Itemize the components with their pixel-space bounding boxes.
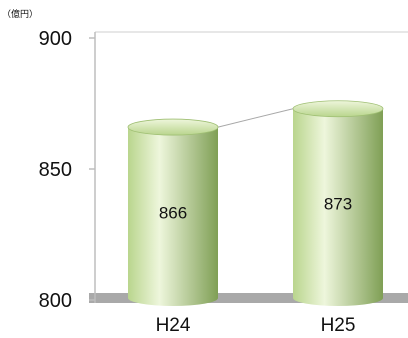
y-tick-label: 850 xyxy=(39,159,72,181)
category-label: H25 xyxy=(321,315,356,336)
bar-top xyxy=(292,100,384,118)
bar-body xyxy=(128,127,218,306)
unit-label: （億円） xyxy=(2,8,38,20)
bars xyxy=(127,100,384,307)
bar-top xyxy=(127,118,219,136)
value-label: 866 xyxy=(159,204,187,223)
floor xyxy=(89,293,408,303)
category-labels: H24 H25 xyxy=(156,315,356,336)
bar-H24 xyxy=(127,118,219,306)
connector-line xyxy=(217,108,294,128)
value-labels: 866 873 xyxy=(159,194,352,222)
bar-body xyxy=(293,108,383,307)
floor-slab xyxy=(89,293,408,303)
y-ticks: 800 850 900 xyxy=(39,28,95,312)
category-label: H24 xyxy=(156,315,191,336)
value-label: 873 xyxy=(324,194,352,213)
connector-lines xyxy=(217,108,294,128)
y-tick-label: 800 xyxy=(39,290,72,312)
y-tick-label: 900 xyxy=(39,28,72,50)
bar-H25 xyxy=(292,100,384,307)
